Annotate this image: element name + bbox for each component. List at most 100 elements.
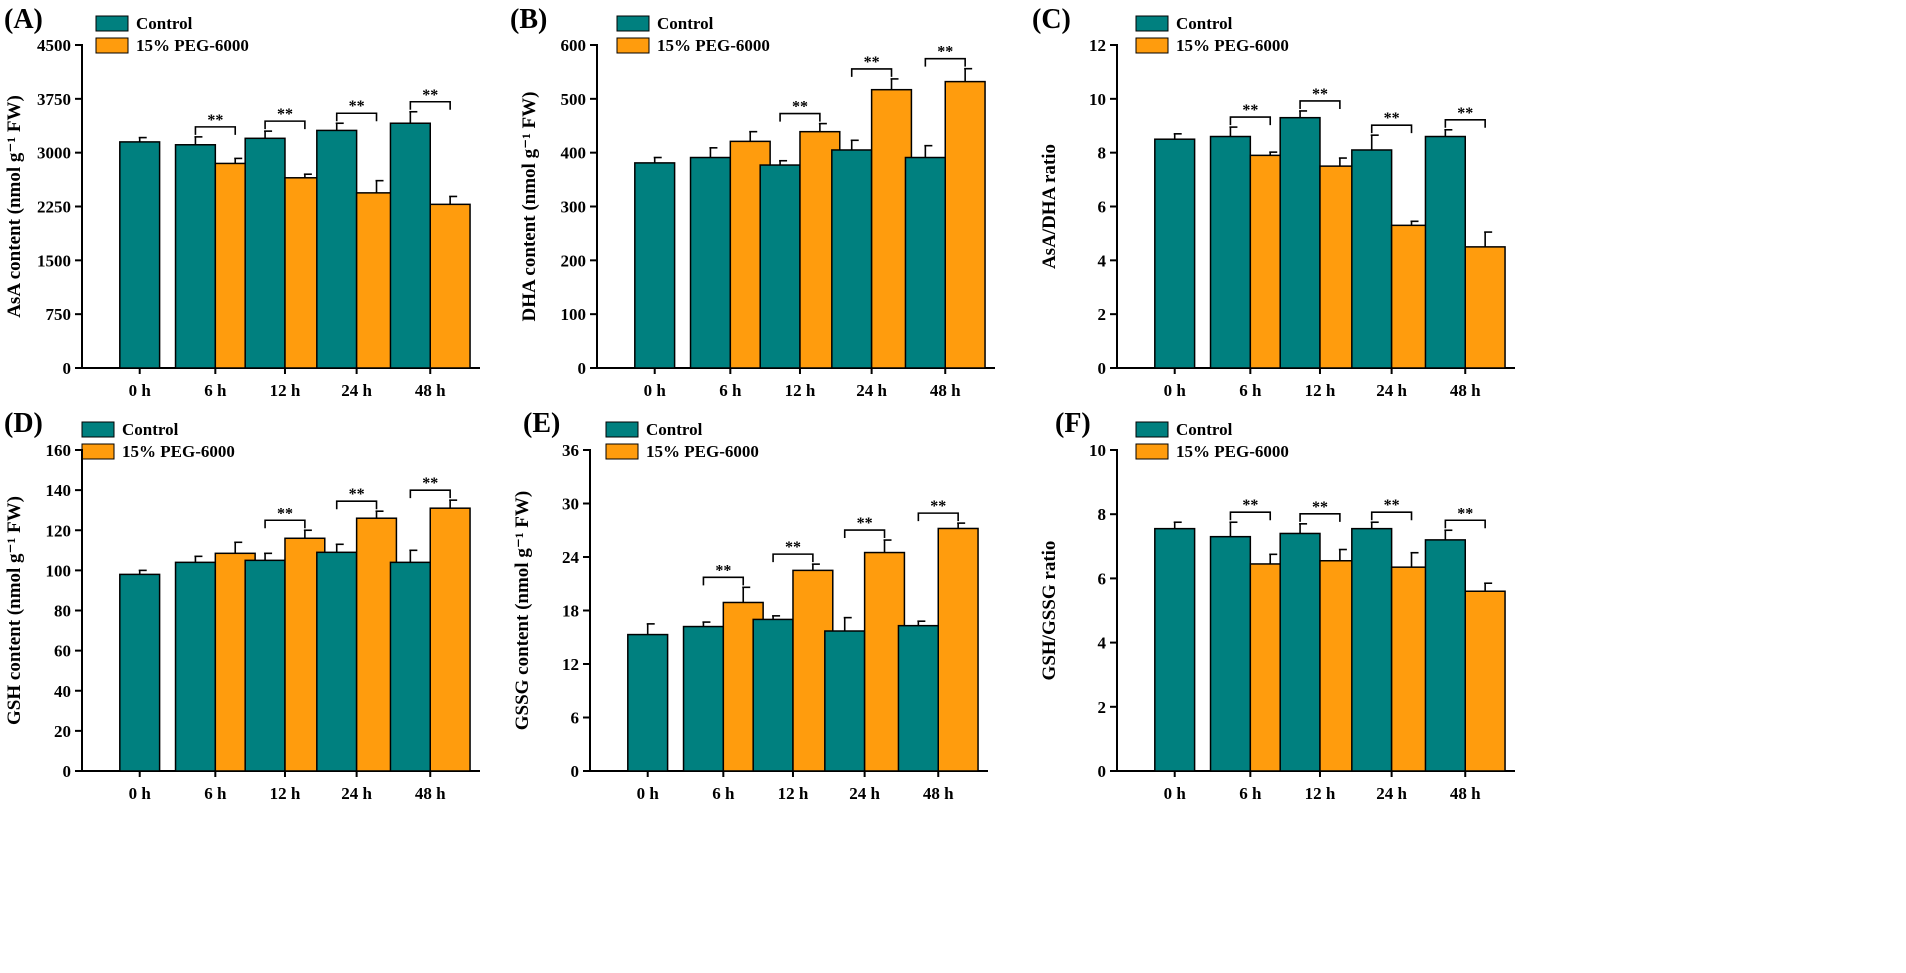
bar-peg	[429, 507, 471, 772]
bar-control	[1209, 135, 1252, 369]
significance-bracket	[335, 112, 378, 122]
significance-bracket	[264, 519, 306, 529]
bar-control	[831, 149, 873, 369]
y-tick-label: 0	[1098, 762, 1107, 781]
chart-panel-d: (D) Control 15% PEG-6000 0 20 40 60 80 100 120 140…	[4, 408, 480, 803]
legend-label-peg: 15% PEG-6000	[1176, 442, 1289, 461]
bar-control	[627, 633, 669, 772]
y-tick-label: 100	[46, 561, 72, 580]
bar-control	[759, 164, 801, 369]
legend: Control 15% PEG-6000	[1135, 420, 1289, 461]
significance-label: **	[422, 87, 438, 104]
chart-panel-a: (A) Control 15% PEG-6000 0 750 1500 2250 3000 37…	[4, 4, 480, 400]
significance-label: **	[1457, 505, 1473, 522]
x-tick-label: 12 h	[270, 381, 301, 400]
y-tick-label: 24	[562, 548, 580, 567]
legend-label-control: Control	[122, 420, 179, 439]
significance-label: **	[785, 539, 801, 556]
bar-control	[904, 156, 947, 369]
y-tick-label: 0	[1098, 359, 1107, 378]
panel-label: (E)	[523, 408, 560, 439]
bar-control	[1351, 149, 1393, 369]
bar-control	[174, 561, 217, 772]
significance-bracket	[779, 112, 821, 122]
significance-bracket	[335, 500, 378, 510]
legend-swatch-control	[605, 421, 639, 438]
y-tick-label: 1500	[37, 251, 71, 270]
bar-control	[244, 559, 286, 772]
y-tick-label: 200	[561, 251, 587, 270]
y-axis-title: GSH/GSSG ratio	[1039, 541, 1060, 681]
y-tick-label: 4500	[37, 36, 71, 55]
x-tick-label: 12 h	[1305, 784, 1336, 803]
y-axis-title: AsA content (nmol g⁻¹ FW)	[4, 95, 25, 318]
y-tick-label: 400	[561, 144, 587, 163]
bar-control	[119, 573, 161, 772]
bar-control	[1209, 535, 1252, 772]
bar-control	[119, 141, 161, 369]
legend: Control 15% PEG-6000	[605, 420, 759, 461]
x-tick-label: 12 h	[778, 784, 809, 803]
legend: Control 15% PEG-6000	[1135, 14, 1289, 55]
y-tick-label: 60	[54, 642, 71, 661]
y-tick-label: 0	[63, 762, 72, 781]
bar-peg	[429, 203, 471, 369]
y-tick-label: 0	[578, 359, 587, 378]
bar-control	[897, 624, 940, 772]
significance-label: **	[1242, 497, 1258, 514]
y-tick-label: 20	[54, 722, 71, 741]
y-tick-label: 120	[46, 521, 72, 540]
legend-swatch-control	[95, 15, 129, 32]
significance-label: **	[930, 498, 946, 515]
significance-bracket	[1444, 118, 1486, 128]
y-tick-label: 80	[54, 602, 71, 621]
significance-bracket	[1370, 124, 1413, 134]
x-tick-label: 24 h	[849, 784, 880, 803]
legend: Control 15% PEG-6000	[81, 420, 235, 461]
y-tick-label: 4	[1098, 251, 1107, 270]
x-tick-label: 12 h	[270, 784, 301, 803]
legend-swatch-control	[1135, 421, 1169, 438]
significance-label: **	[715, 562, 731, 579]
legend-label-control: Control	[136, 14, 193, 33]
bar-control	[824, 630, 866, 772]
legend-swatch-peg	[81, 443, 115, 460]
legend-label-control: Control	[1176, 14, 1233, 33]
legend-swatch-peg	[1135, 443, 1169, 460]
legend-label-control: Control	[657, 14, 714, 33]
significance-label: **	[349, 98, 365, 115]
significance-bracket	[1299, 100, 1341, 109]
legend-label-peg: 15% PEG-6000	[122, 442, 235, 461]
significance-bracket	[1444, 519, 1486, 529]
x-tick-label: 24 h	[1376, 784, 1407, 803]
y-tick-label: 8	[1098, 144, 1107, 163]
x-tick-label: 0 h	[1164, 784, 1187, 803]
significance-label: **	[207, 112, 223, 129]
significance-label: **	[1312, 499, 1328, 516]
chart-panel-c: (C) Control 15% PEG-6000 0 2 4 6 8 10 12 AsA/DHA r…	[1032, 4, 1515, 400]
bar-peg	[1464, 246, 1506, 369]
significance-bracket	[917, 512, 959, 522]
y-tick-label: 4	[1098, 634, 1107, 653]
y-tick-label: 0	[63, 359, 72, 378]
bar-control	[1279, 532, 1321, 772]
significance-label: **	[277, 505, 293, 522]
x-tick-label: 48 h	[415, 784, 446, 803]
x-tick-label: 48 h	[415, 381, 446, 400]
x-tick-label: 24 h	[856, 381, 887, 400]
legend-swatch-peg	[605, 443, 639, 460]
significance-label: **	[792, 99, 808, 116]
bar-control	[174, 144, 217, 369]
x-tick-label: 6 h	[1239, 784, 1262, 803]
bar-control	[689, 156, 732, 369]
y-tick-label: 300	[561, 198, 587, 217]
y-tick-label: 2250	[37, 198, 71, 217]
y-tick-label: 12	[562, 655, 579, 674]
bar-peg	[944, 80, 986, 369]
y-tick-label: 2	[1098, 305, 1107, 324]
significance-bracket	[264, 120, 306, 130]
y-tick-label: 100	[561, 305, 587, 324]
y-tick-label: 30	[562, 495, 579, 514]
significance-bracket	[1229, 116, 1272, 126]
